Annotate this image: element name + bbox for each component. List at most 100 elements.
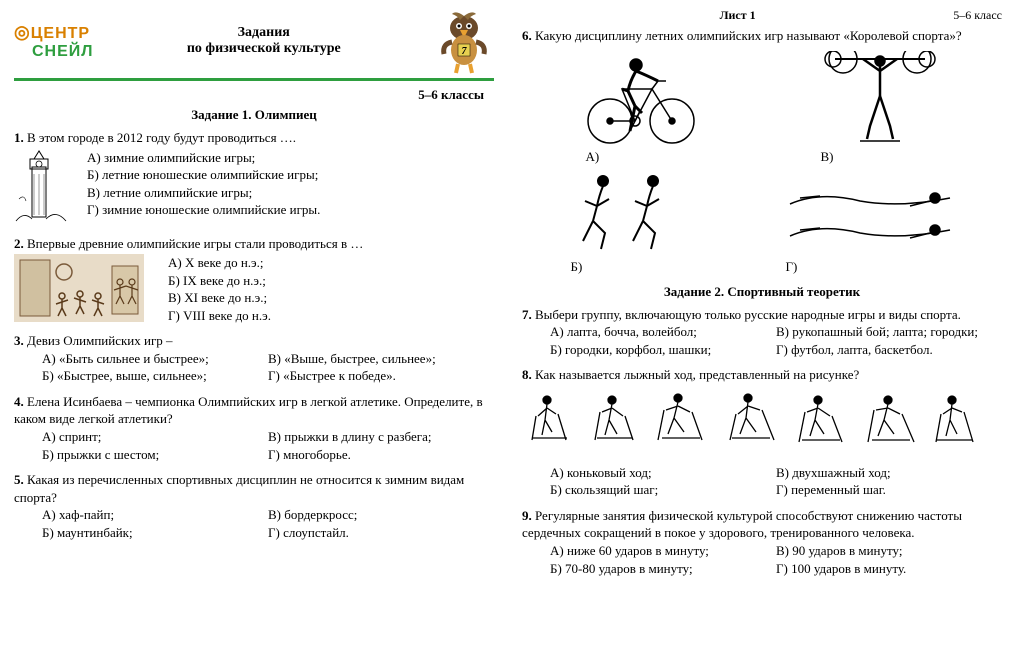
q2-text: Впервые древние олимпийские игры стали п… — [27, 236, 363, 251]
page2-header: Лист 1 5–6 класс — [522, 8, 1002, 23]
q2-opt-c: В) XI веке до н.э.; — [168, 289, 271, 307]
q3-opt-d: Г) «Быстрее к победе». — [268, 367, 494, 385]
q6-lbl-b: Б) — [571, 258, 695, 276]
q6-text: Какую дисциплину летних олимпийских игр … — [535, 28, 962, 43]
q8-opt-b: Б) скользящий шаг; — [550, 481, 776, 499]
q2-opt-a: А) X веке до н.э.; — [168, 254, 271, 272]
q5-num: 5. — [14, 472, 24, 487]
q2-options: А) X веке до н.э.; Б) IX веке до н.э.; В… — [168, 254, 271, 324]
question-9: 9. Регулярные занятия физической культур… — [522, 507, 1002, 577]
q2-num: 2. — [14, 236, 24, 251]
running-icon — [565, 171, 695, 256]
page2-grade: 5–6 класс — [953, 8, 1002, 23]
q9-opt-b: Б) 70-80 ударов в минуту; — [550, 560, 776, 578]
q3-opt-a: А) «Быть сильнее и быстрее»; — [42, 350, 268, 368]
ski-sequence-icon — [522, 390, 1002, 458]
logo-bottom: СНЕЙЛ — [32, 43, 94, 61]
cycling-icon — [580, 51, 700, 146]
question-6: 6. Какую дисциплину летних олимпийских и… — [522, 27, 1002, 276]
q6-cell-c: В) — [815, 51, 945, 166]
question-3: 3. Девиз Олимпийских игр – А) «Быть силь… — [14, 332, 494, 385]
task2-title: Задание 2. Спортивный теоретик — [522, 284, 1002, 300]
snail-icon: ◎ — [14, 22, 31, 42]
q5-opt-d: Г) слоупстайл. — [268, 524, 494, 542]
q2-opt-b: Б) IX веке до н.э.; — [168, 272, 271, 290]
ancient-greece-icon — [14, 254, 144, 322]
q6-lbl-a: А) — [586, 148, 700, 166]
title-line2: по физической культуре — [100, 41, 428, 57]
q6-cell-d: Г) — [780, 186, 960, 276]
q7-opt-a: А) лапта, бочча, волейбол; — [550, 323, 776, 341]
q6-row2: Б) Г) — [522, 171, 1002, 276]
q1-num: 1. — [14, 130, 24, 145]
question-1: 1. В этом городе в 2012 году будут прово… — [14, 129, 494, 227]
q9-opt-d: Г) 100 ударов в минуту. — [776, 560, 1002, 578]
logo-top: ЦЕНТР — [31, 25, 90, 43]
q2-opt-d: Г) VIII веке до н.э. — [168, 307, 271, 325]
q5-opt-b: Б) маунтинбайк; — [42, 524, 268, 542]
q3-opt-b: Б) «Быстрее, выше, сильнее»; — [42, 367, 268, 385]
q7-opt-d: Г) футбол, лапта, баскетбол. — [776, 341, 1002, 359]
q7-options: А) лапта, бочча, волейбол; Б) городки, к… — [550, 323, 1002, 358]
q1-opt-a: А) зимние олимпийские игры; — [87, 149, 320, 167]
q8-opt-d: Г) переменный шаг. — [776, 481, 1002, 499]
page-right: Лист 1 5–6 класс 6. Какую дисциплину лет… — [508, 0, 1016, 660]
mascot-icon: 7 — [434, 8, 494, 74]
q6-row1: А) В) — [522, 51, 1002, 166]
question-7: 7. Выбери группу, включающую только русс… — [522, 306, 1002, 359]
q6-cell-a: А) — [580, 51, 700, 166]
q1-opt-c: В) летние олимпийские игры; — [87, 184, 320, 202]
q5-options: А) хаф-пайп; Б) маунтинбайк; В) бордеркр… — [42, 506, 494, 541]
swimming-icon — [780, 186, 960, 256]
q9-num: 9. — [522, 508, 532, 523]
q9-text: Регулярные занятия физической культурой … — [522, 508, 962, 541]
logo: ◎ЦЕНТР СНЕЙЛ — [14, 22, 94, 61]
question-5: 5. Какая из перечисленных спортивных дис… — [14, 471, 494, 541]
q7-opt-c: В) рукопашный бой; лапта; городки; — [776, 323, 1002, 341]
sheet-label: Лист 1 — [720, 8, 756, 23]
doc-title: Задания по физической культуре — [100, 25, 428, 57]
q3-opt-c: В) «Выше, быстрее, сильнее»; — [268, 350, 494, 368]
page-left: ◎ЦЕНТР СНЕЙЛ Задания по физической культ… — [0, 0, 508, 660]
q4-opt-a: А) спринт; — [42, 428, 268, 446]
q8-options: А) коньковый ход; Б) скользящий шаг; В) … — [550, 464, 1002, 499]
title-line1: Задания — [100, 25, 428, 41]
q7-num: 7. — [522, 307, 532, 322]
q3-text: Девиз Олимпийских игр – — [27, 333, 173, 348]
q4-opt-d: Г) многоборье. — [268, 446, 494, 464]
header-row: ◎ЦЕНТР СНЕЙЛ Задания по физической культ… — [14, 8, 494, 74]
q8-opt-a: А) коньковый ход; — [550, 464, 776, 482]
grade-label: 5–6 классы — [14, 87, 484, 103]
q1-opt-d: Г) зимние юношеские олимпийские игры. — [87, 201, 320, 219]
bigben-icon — [14, 149, 69, 227]
q3-options: А) «Быть сильнее и быстрее»; Б) «Быстрее… — [42, 350, 494, 385]
q5-text: Какая из перечисленных спортивных дисцип… — [14, 472, 464, 505]
q6-lbl-d: Г) — [786, 258, 960, 276]
question-2: 2. Впервые древние олимпийские игры стал… — [14, 235, 494, 325]
q4-opt-c: В) прыжки в длину с разбега; — [268, 428, 494, 446]
q4-options: А) спринт; Б) прыжки с шестом; В) прыжки… — [42, 428, 494, 463]
q5-opt-a: А) хаф-пайп; — [42, 506, 268, 524]
q1-opt-b: Б) летние юношеские олимпийские игры; — [87, 166, 320, 184]
q9-opt-a: А) ниже 60 ударов в минуту; — [550, 542, 776, 560]
question-4: 4. Елена Исинбаева – чемпионка Олимпийск… — [14, 393, 494, 463]
q1-options: А) зимние олимпийские игры; Б) летние юн… — [87, 149, 320, 219]
q7-text: Выбери группу, включающую только русские… — [535, 307, 961, 322]
weightlifting-icon — [815, 51, 945, 146]
q9-opt-c: В) 90 ударов в минуту; — [776, 542, 1002, 560]
q4-num: 4. — [14, 394, 24, 409]
q4-text: Елена Исинбаева – чемпионка Олимпийских … — [14, 394, 483, 427]
q1-text: В этом городе в 2012 году будут проводит… — [27, 130, 296, 145]
q3-num: 3. — [14, 333, 24, 348]
q7-opt-b: Б) городки, корфбол, шашки; — [550, 341, 776, 359]
q8-num: 8. — [522, 367, 532, 382]
q8-opt-c: В) двухшажный ход; — [776, 464, 1002, 482]
q8-text: Как называется лыжный ход, представленны… — [535, 367, 859, 382]
q9-options: А) ниже 60 ударов в минуту; Б) 70-80 уда… — [550, 542, 1002, 577]
divider — [14, 78, 494, 81]
q6-num: 6. — [522, 28, 532, 43]
q5-opt-c: В) бордеркросс; — [268, 506, 494, 524]
q6-lbl-c: В) — [821, 148, 945, 166]
question-8: 8. Как называется лыжный ход, представле… — [522, 366, 1002, 499]
q6-cell-b: Б) — [565, 171, 695, 276]
